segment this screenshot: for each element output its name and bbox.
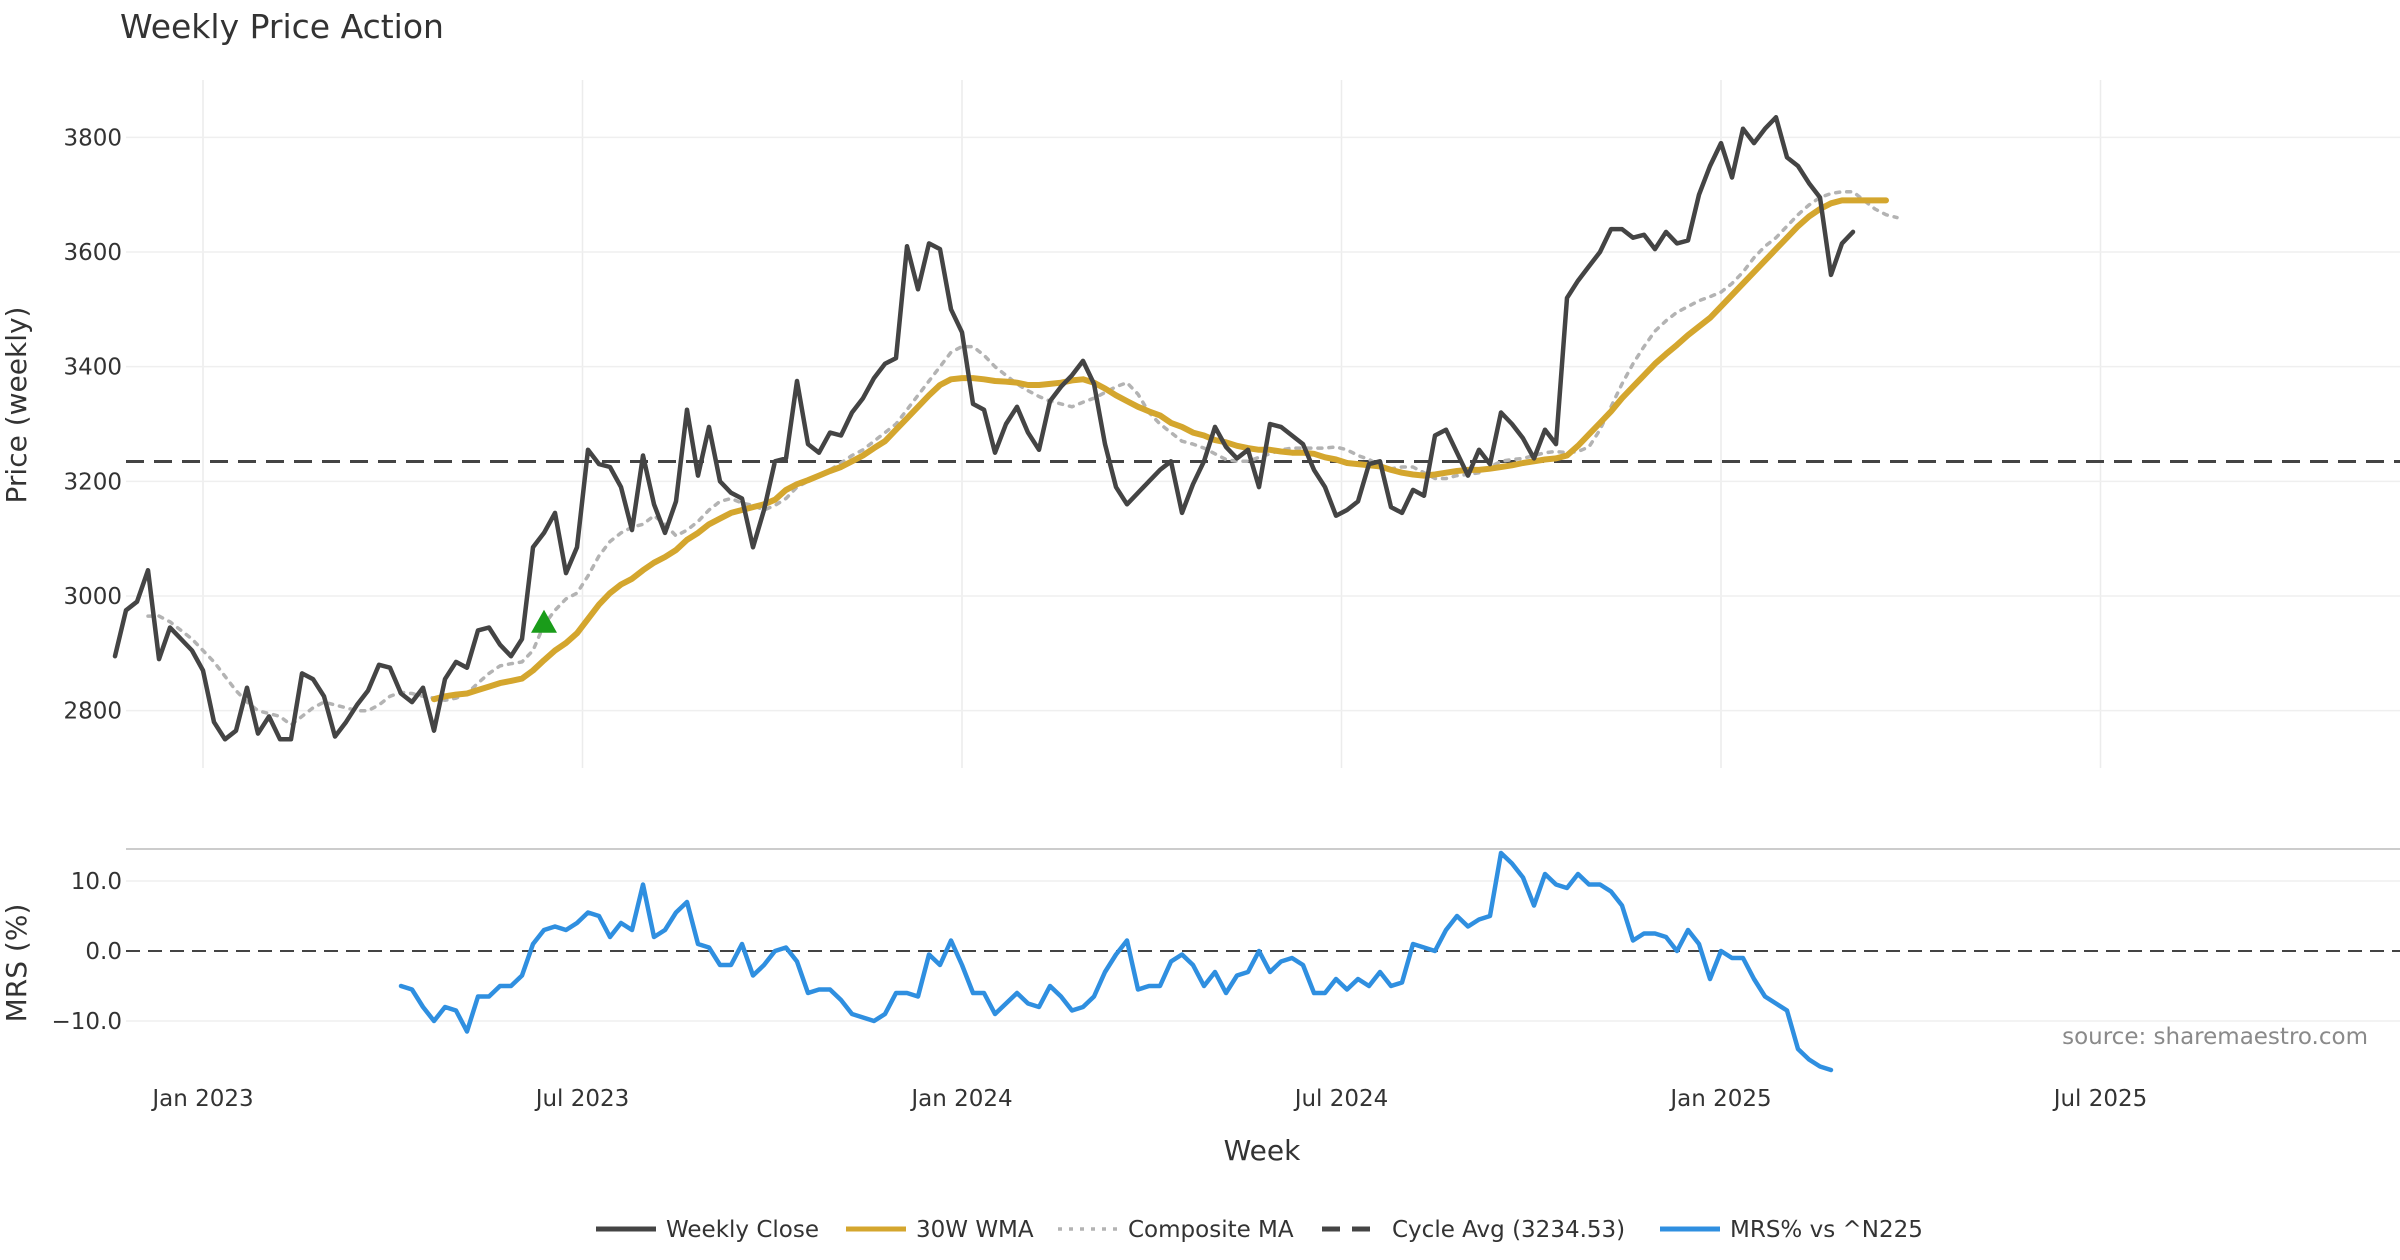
series-composite-ma bbox=[146, 190, 1899, 727]
mrs-y-tick-label: 10.0 bbox=[71, 869, 122, 895]
price-y-tick-label: 3400 bbox=[63, 355, 122, 381]
price-y-tick-label: 3000 bbox=[63, 584, 122, 610]
price-series bbox=[112, 115, 1899, 742]
vertical-grid bbox=[202, 80, 2102, 768]
price-y-axis: 2800 3000 3200 3400 3600 3800 bbox=[63, 125, 2400, 725]
signal-marker-group bbox=[531, 609, 557, 633]
x-tick-label: Jan 2023 bbox=[150, 1086, 253, 1112]
legend-label: MRS% vs ^N225 bbox=[1730, 1217, 1923, 1243]
legend-item-mrs-vs-n225: MRS% vs ^N225 bbox=[1660, 1217, 1923, 1243]
legend-item-composite-ma: Composite MA bbox=[1058, 1217, 1294, 1243]
price-y-tick-label: 3600 bbox=[63, 240, 122, 266]
chart-title: Weekly Price Action bbox=[120, 7, 444, 46]
legend-label: 30W WMA bbox=[916, 1217, 1034, 1243]
series-mrs-vs-n225 bbox=[398, 850, 1834, 1073]
mrs-y-tick-label: 0.0 bbox=[85, 939, 122, 965]
legend-item-cycle-avg-3234-53: Cycle Avg (3234.53) bbox=[1322, 1217, 1625, 1243]
legend-label: Composite MA bbox=[1128, 1217, 1294, 1243]
price-y-tick-label: 3800 bbox=[63, 125, 122, 151]
mrs-y-axis-label: MRS (%) bbox=[0, 904, 33, 1023]
mrs-y-tick-label: −10.0 bbox=[52, 1009, 122, 1035]
x-tick-label: Jul 2025 bbox=[2052, 1086, 2148, 1112]
price-y-tick-label: 2800 bbox=[63, 699, 122, 725]
x-tick-label: Jul 2023 bbox=[534, 1086, 630, 1112]
legend-label: Weekly Close bbox=[666, 1217, 819, 1243]
legend-label: Cycle Avg (3234.53) bbox=[1392, 1217, 1625, 1243]
price-y-tick-label: 3200 bbox=[63, 469, 122, 495]
series-30w-wma bbox=[431, 197, 1889, 703]
x-axis-ticks: Jan 2023 Jul 2023 Jan 2024 Jul 2024 Jan 2025… bbox=[150, 1086, 2147, 1112]
x-tick-label: Jul 2024 bbox=[1293, 1086, 1389, 1112]
x-tick-label: Jan 2024 bbox=[909, 1086, 1012, 1112]
x-tick-label: Jan 2025 bbox=[1668, 1086, 1771, 1112]
mrs-series bbox=[398, 850, 1834, 1073]
mrs-y-axis: 10.0 0.0 −10.0 bbox=[52, 869, 2400, 1035]
source-note: source: sharemaestro.com bbox=[2062, 1024, 2368, 1050]
price-y-axis-label: Price (weekly) bbox=[0, 307, 33, 504]
legend: Weekly Close 30W WMA Composite MA Cycle Avg… bbox=[596, 1217, 1923, 1243]
legend-item-weekly-close: Weekly Close bbox=[596, 1217, 819, 1243]
buy-signal-marker bbox=[531, 609, 557, 633]
series-weekly-close bbox=[112, 115, 1856, 742]
x-axis-label: Week bbox=[1224, 1134, 1301, 1167]
legend-item-30w-wma: 30W WMA bbox=[846, 1217, 1034, 1243]
